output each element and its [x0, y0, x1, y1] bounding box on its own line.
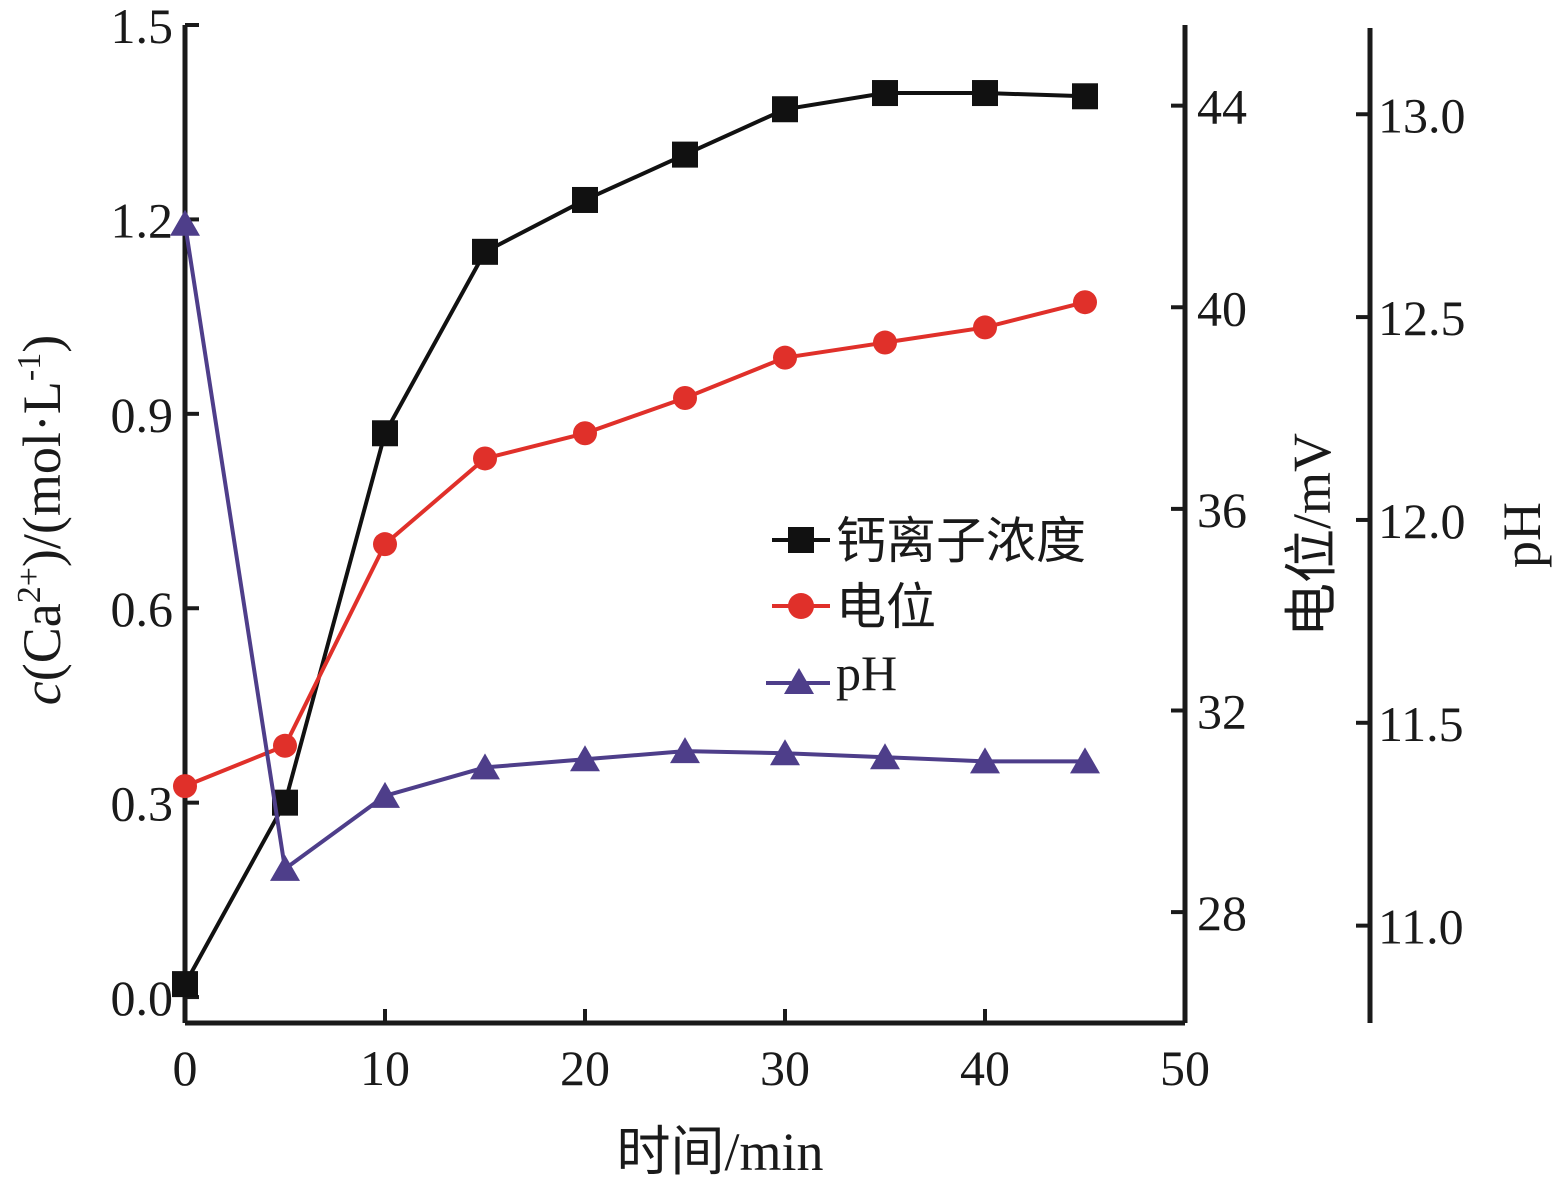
data-point-circle — [1073, 290, 1097, 315]
x-tick-label: 20 — [560, 1040, 610, 1096]
data-point-square — [972, 80, 998, 107]
y-left-title-part3: ) — [12, 335, 72, 353]
y-right2-tick-label: 12.5 — [1378, 290, 1466, 346]
y-left-title-italic: c — [12, 681, 72, 705]
y-right1-tick-label: 36 — [1197, 482, 1247, 538]
data-point-circle — [373, 532, 397, 557]
data-point-square — [372, 420, 398, 447]
data-point-circle — [973, 315, 997, 340]
y-right2-ticks: 11.0 11.5 12.0 12.5 13.0 — [1356, 87, 1466, 955]
axes — [182, 25, 1373, 1026]
data-point-triangle — [670, 737, 700, 764]
data-point-circle — [673, 385, 697, 410]
data-point-circle — [773, 345, 797, 370]
data-point-triangle — [870, 743, 900, 770]
data-point-circle — [573, 421, 597, 446]
y-right1-ticks: 28 32 36 40 44 — [1171, 79, 1247, 941]
legend-marker-circle — [788, 593, 814, 619]
series-2-line — [184, 300, 1086, 788]
y-left-tick-label: 0.9 — [111, 387, 174, 443]
data-point-triangle — [570, 745, 600, 772]
data-point-circle — [473, 446, 497, 471]
data-point-square — [772, 96, 798, 123]
x-tick-label: 40 — [960, 1040, 1010, 1096]
series-1-line — [183, 91, 1086, 986]
data-point-square — [572, 186, 598, 213]
x-tick-label: 0 — [173, 1040, 198, 1096]
legend-item-potential: 电位 — [772, 579, 936, 635]
x-tick-label: 50 — [1160, 1040, 1210, 1096]
y-left-tick-label: 0.6 — [111, 581, 174, 637]
y-left-ticks: 0.0 0.3 0.6 0.9 1.2 1.5 — [111, 0, 199, 1026]
series-3 — [170, 209, 1100, 881]
legend-label-potential: 电位 — [836, 579, 936, 635]
y-right2-tick-label: 13.0 — [1378, 87, 1466, 143]
legend-label-calcium: 钙离子浓度 — [836, 513, 1086, 569]
y-left-tick-label: 0.0 — [111, 970, 174, 1026]
x-tick-label: 30 — [760, 1040, 810, 1096]
data-point-triangle — [370, 781, 400, 808]
data-point-square — [672, 141, 698, 168]
data-point-circle — [273, 733, 297, 758]
series-1 — [172, 80, 1098, 998]
data-point-square — [172, 971, 198, 998]
series-2 — [173, 290, 1097, 799]
y-right2-tick-label: 12.0 — [1378, 493, 1466, 549]
data-point-triangle — [1070, 747, 1100, 774]
data-point-circle — [173, 774, 197, 799]
data-point-square — [872, 80, 898, 107]
y-right2-tick-label: 11.0 — [1378, 899, 1464, 955]
data-point-triangle — [970, 747, 1000, 774]
y-left-title-sup1: 2+ — [11, 567, 48, 603]
data-point-triangle — [770, 739, 800, 766]
y-right2-tick-label: 11.5 — [1378, 696, 1464, 752]
x-tick-label: 10 — [360, 1040, 410, 1096]
y-left-axis-title: c(Ca2+)/(mol·L-1) — [11, 335, 72, 705]
y-right1-axis-title: 电位/mV — [1282, 433, 1342, 637]
y-left-title-sup2: -1 — [11, 353, 48, 381]
legend-item-calcium: 钙离子浓度 — [772, 513, 1086, 569]
series-3-line — [183, 223, 1085, 873]
x-axis-title: 时间/min — [616, 1122, 823, 1181]
legend: 钙离子浓度 电位 pH — [766, 513, 1086, 701]
y-right2-axis-title: pH — [1492, 502, 1552, 568]
legend-marker-triangle — [784, 668, 814, 694]
series-layer — [170, 80, 1100, 998]
data-point-triangle — [170, 209, 200, 236]
y-right1-tick-label: 44 — [1197, 79, 1247, 135]
y-left-tick-label: 1.5 — [111, 0, 174, 54]
data-point-triangle — [270, 854, 300, 881]
data-point-square — [1072, 83, 1098, 110]
y-right1-tick-label: 32 — [1197, 683, 1247, 739]
legend-marker-square — [788, 527, 814, 553]
data-point-circle — [873, 330, 897, 355]
y-right1-tick-label: 40 — [1197, 280, 1247, 336]
legend-label-ph: pH — [836, 645, 897, 701]
y-right1-tick-label: 28 — [1197, 885, 1247, 941]
y-left-tick-label: 1.2 — [111, 192, 174, 248]
data-point-triangle — [470, 753, 500, 780]
y-left-title-part2: )/(mol·L — [12, 381, 72, 567]
legend-item-ph: pH — [766, 645, 897, 701]
data-point-square — [472, 238, 498, 265]
y-left-title-part1: (Ca — [12, 603, 72, 681]
x-axis-ticks: 0 10 20 30 40 50 — [173, 1009, 1210, 1096]
y-left-tick-label: 0.3 — [111, 776, 174, 832]
